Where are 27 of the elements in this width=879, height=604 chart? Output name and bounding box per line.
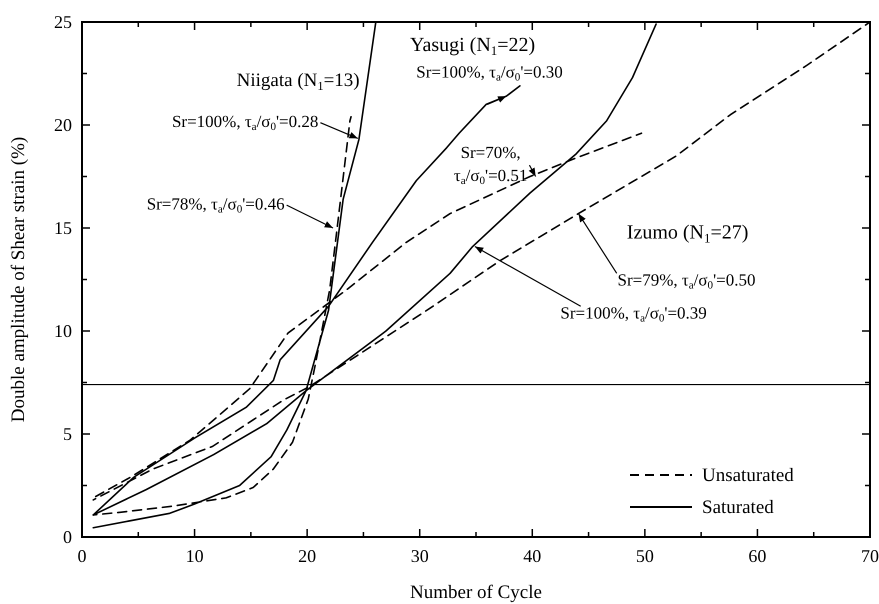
annotation: Yasugi (N$_{1}$=22): [410, 34, 536, 58]
x-tick-label: 10: [186, 546, 204, 566]
x-tick-label: 60: [748, 546, 766, 566]
y-axis-title: Double amplitude of Shear strain (%): [8, 136, 29, 422]
y-tick-label: 10: [54, 320, 72, 341]
y-tick-label: 5: [63, 424, 72, 444]
x-tick-label: 20: [298, 546, 316, 566]
y-tick-label: 15: [54, 218, 72, 238]
legend-label: Unsaturated: [702, 465, 794, 486]
annotation: Izumo (N$_{1}$=27): [626, 221, 748, 246]
annotation: Sr=100%, τ$_{a}$/σ$_{0}$'=0.28: [172, 112, 318, 134]
x-tick-label: 40: [523, 546, 542, 566]
annotation: Niigata (N$_{1}$=13): [236, 70, 360, 92]
annotation: Sr=79%, τ$_{a}$/σ$_{0}$'=0.50: [618, 270, 756, 292]
x-tick-label: 70: [861, 546, 879, 566]
x-axis-title: Number of Cycle: [410, 582, 542, 603]
y-tick-label: 0: [63, 526, 72, 547]
annotation: Sr=100%, τ$_{a}$/σ$_{0}$'=0.30: [416, 62, 563, 84]
legend-label: Saturated: [702, 497, 774, 518]
y-tick-label: 20: [54, 114, 72, 135]
annotation: Sr=100%, τ$_{a}$/σ$_{0}$'=0.39: [560, 304, 707, 325]
annotation: Sr=78%, τ$_{a}$/σ$_{0}$'=0.46: [146, 194, 285, 216]
x-tick-label: 30: [410, 546, 429, 566]
y-tick-label: 25: [54, 12, 72, 32]
x-tick-label: 50: [636, 546, 654, 566]
annotation: Sr=70%, τ$_{a}$/σ$_{0}$'=0.51: [454, 142, 528, 188]
x-tick-label: 0: [78, 546, 86, 566]
